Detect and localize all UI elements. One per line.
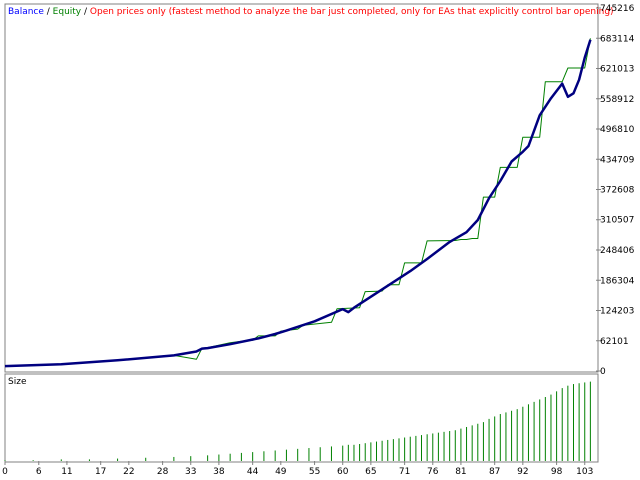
x-tick-label: 38: [213, 467, 225, 477]
series-layer: [4, 38, 592, 368]
x-tick-label: 87: [489, 467, 500, 477]
y-tick-label: 0: [600, 367, 606, 377]
x-tick-label: 6: [36, 467, 42, 477]
y-tick-label: 745216: [600, 4, 635, 14]
x-tick-label: 49: [275, 467, 287, 477]
y-tick-label: 558912: [600, 95, 634, 105]
x-tick-label: 92: [517, 467, 528, 477]
x-tick-label: 55: [309, 467, 320, 477]
y-tick-label: 372608: [600, 186, 635, 196]
y-tick-label: 62101: [600, 337, 629, 347]
chart-legend: Balance / Equity / Open prices only (fas…: [8, 7, 614, 17]
x-tick-label: 11: [61, 467, 72, 477]
x-tick-label: 103: [576, 467, 593, 477]
size-panel-label: Size: [8, 377, 27, 387]
y-tick-label: 124203: [600, 306, 634, 316]
legend-balance: Balance: [8, 7, 44, 17]
x-tick-label: 28: [157, 467, 169, 477]
size-bars: [4, 381, 591, 461]
x-tick-label: 71: [399, 467, 410, 477]
x-axis: 0 6 11 17 22 28 33 38 44 49 55 60 65 71 76 81 87 92 98 103: [2, 461, 593, 477]
legend-equity: Equity: [53, 7, 82, 17]
x-tick-label: 33: [185, 467, 196, 477]
y-tick-label: 621013: [600, 65, 634, 75]
size-chart-frame: [4, 373, 599, 463]
x-tick-label: 0: [2, 467, 8, 477]
y-tick-label: 683114: [600, 34, 635, 44]
y-tick-label: 248406: [600, 246, 635, 256]
balance-line: [4, 39, 592, 368]
x-tick-label: 65: [365, 467, 376, 477]
x-tick-label: 44: [247, 467, 259, 477]
y-tick-label: 496810: [600, 125, 635, 135]
legend-separator-1: /: [44, 7, 53, 17]
x-tick-label: 22: [123, 467, 134, 477]
y-tick-label: 434709: [600, 155, 635, 165]
x-tick-label: 81: [455, 467, 466, 477]
y-tick-label: 186304: [600, 276, 635, 286]
legend-separator-2: /: [81, 7, 90, 17]
x-tick-label: 60: [337, 467, 349, 477]
x-tick-label: 76: [427, 467, 439, 477]
y-axis: 0 62101 124203 186304 248406 310507 372608 4347…: [596, 4, 635, 377]
x-tick-label: 98: [551, 467, 563, 477]
legend-testing-mode: Open prices only (fastest method to anal…: [90, 7, 614, 17]
balance-chart-frame: [4, 3, 599, 373]
y-tick-label: 310507: [600, 216, 634, 226]
x-tick-label: 17: [95, 467, 106, 477]
